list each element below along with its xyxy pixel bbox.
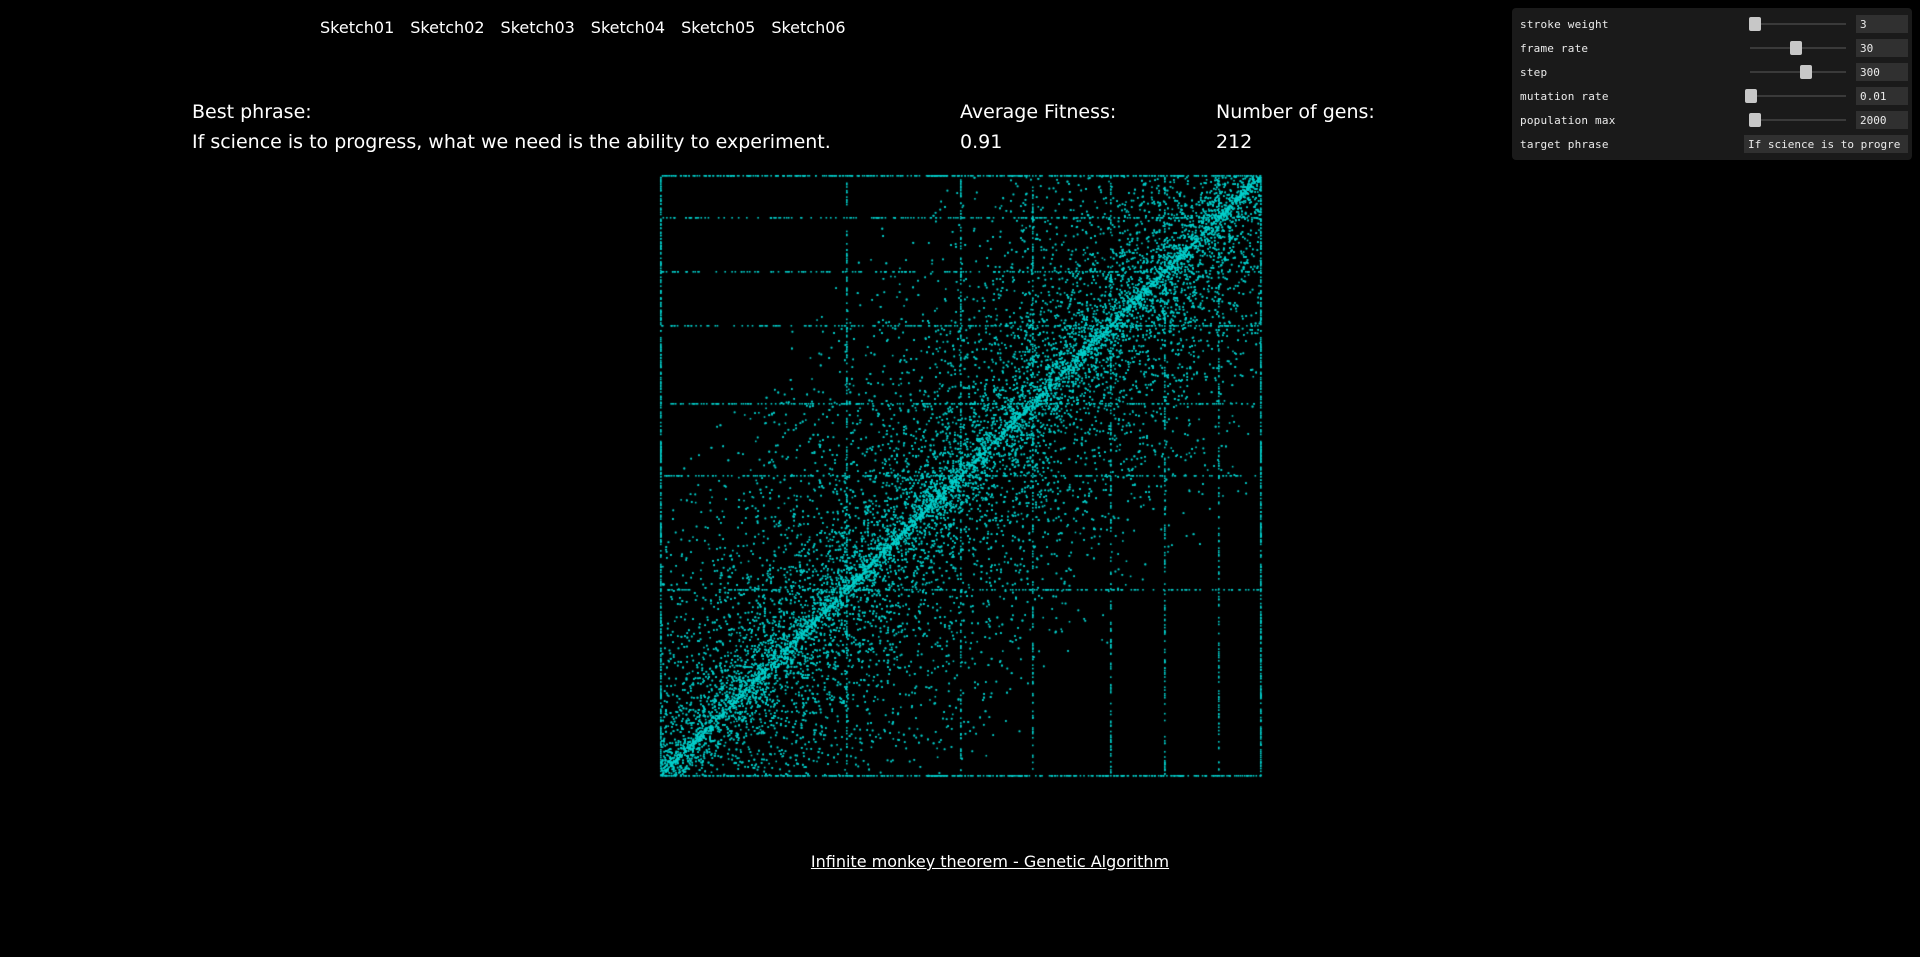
mutation-rate-input[interactable] <box>1856 87 1908 105</box>
mutation-rate-slider[interactable] <box>1744 89 1846 103</box>
control-frame-rate: frame rate <box>1512 36 1912 60</box>
nav-link-sketch02[interactable]: Sketch02 <box>410 18 485 37</box>
control-label: target phrase <box>1520 137 1609 151</box>
best-phrase-panel: Best phrase: If science is to progress, … <box>192 97 831 157</box>
average-fitness-panel: Average Fitness: 0.91 <box>960 97 1116 157</box>
footer: Infinite monkey theorem - Genetic Algori… <box>0 852 1920 871</box>
stroke-weight-slider[interactable] <box>1748 17 1846 31</box>
frame-rate-slider[interactable] <box>1750 41 1846 55</box>
average-fitness-label: Average Fitness: <box>960 101 1117 123</box>
control-label: stroke weight <box>1520 17 1609 31</box>
control-label: frame rate <box>1520 41 1589 55</box>
nav-link-sketch04[interactable]: Sketch04 <box>590 18 666 37</box>
control-label: population max <box>1520 113 1616 127</box>
plot-canvas <box>655 170 1265 790</box>
generations-label: Number of gens: <box>1216 101 1375 123</box>
fitness-scatter-plot <box>655 170 1265 790</box>
frame-rate-input[interactable] <box>1856 39 1908 57</box>
control-stroke-weight: stroke weight <box>1512 12 1912 36</box>
nav-link-sketch05[interactable]: Sketch05 <box>681 18 756 37</box>
project-link[interactable]: Infinite monkey theorem - Genetic Algori… <box>810 852 1170 871</box>
control-panel: stroke weight frame rate step mutation r… <box>1512 8 1912 160</box>
control-population-max: population max <box>1512 108 1912 132</box>
sketch-nav: Sketch01 Sketch02 Sketch03 Sketch04 Sket… <box>320 18 846 37</box>
step-input[interactable] <box>1856 63 1908 81</box>
generations-value: 212 <box>1216 131 1253 153</box>
step-slider[interactable] <box>1750 65 1846 79</box>
control-label: mutation rate <box>1520 89 1609 103</box>
control-mutation-rate: mutation rate <box>1512 84 1912 108</box>
best-phrase-value: If science is to progress, what we need … <box>192 131 831 153</box>
population-max-slider[interactable] <box>1748 113 1846 127</box>
generations-panel: Number of gens: 212 <box>1216 97 1375 157</box>
control-step: step <box>1512 60 1912 84</box>
best-phrase-label: Best phrase: <box>192 101 312 123</box>
nav-link-sketch06[interactable]: Sketch06 <box>771 18 846 37</box>
population-max-input[interactable] <box>1856 111 1908 129</box>
stroke-weight-input[interactable] <box>1856 15 1908 33</box>
control-target-phrase: target phrase <box>1512 132 1912 156</box>
control-label: step <box>1520 65 1548 79</box>
target-phrase-input[interactable] <box>1744 135 1908 153</box>
average-fitness-value: 0.91 <box>960 131 1003 153</box>
nav-link-sketch03[interactable]: Sketch03 <box>500 18 575 37</box>
nav-link-sketch01[interactable]: Sketch01 <box>320 18 395 37</box>
